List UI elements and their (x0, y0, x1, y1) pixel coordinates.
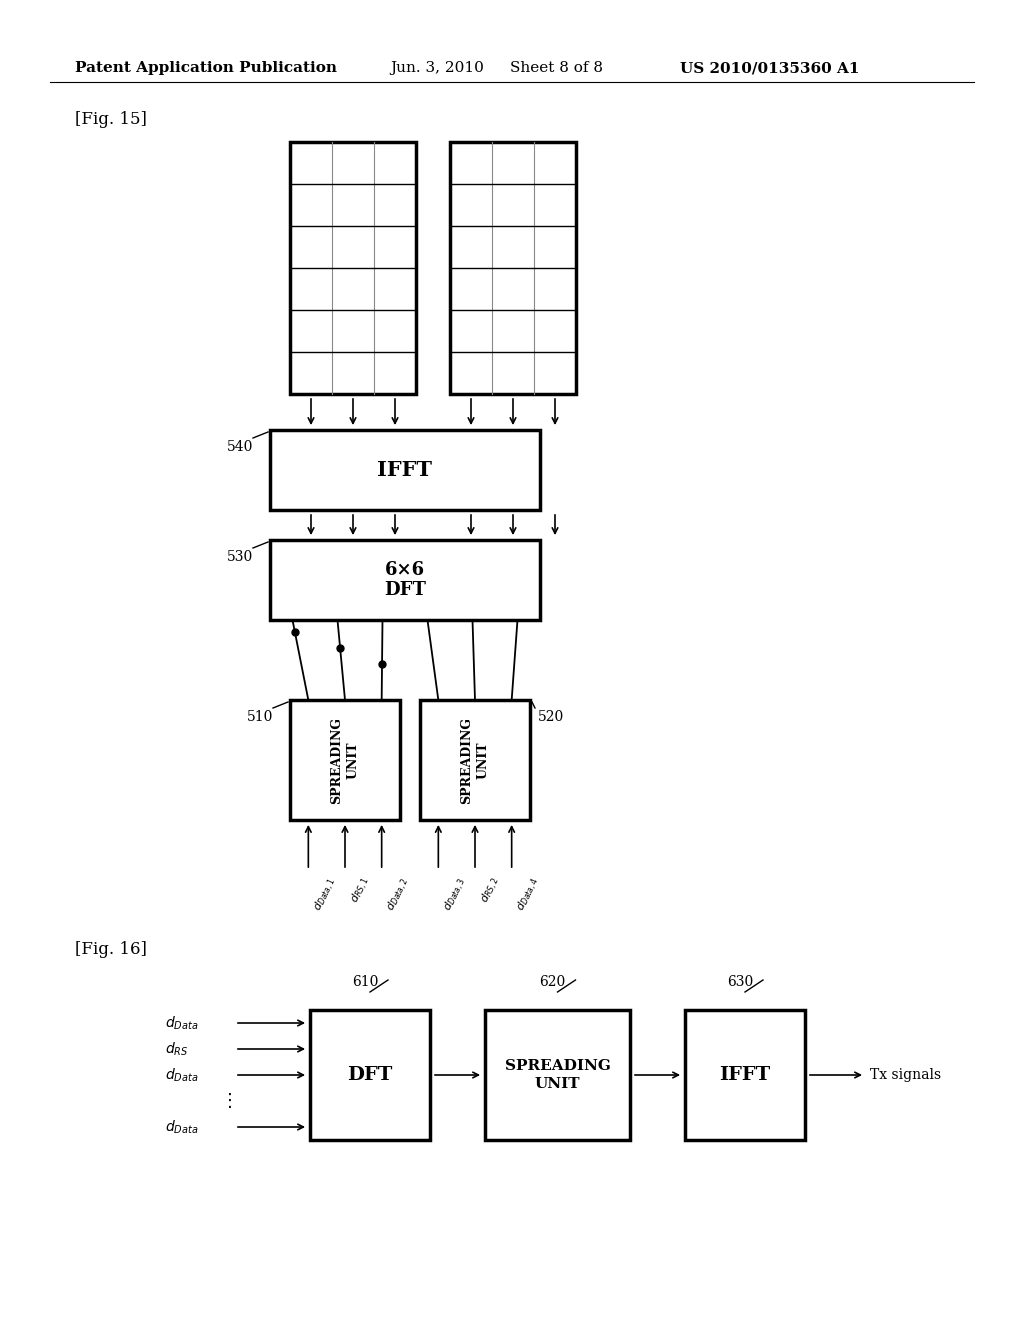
Text: [Fig. 15]: [Fig. 15] (75, 111, 146, 128)
Bar (270, 540, 540, 620)
Text: $d_{Data,1}$: $d_{Data,1}$ (311, 875, 340, 913)
Bar (450, 143, 575, 393)
Text: 630: 630 (727, 975, 753, 989)
Text: $d_{RS,1}$: $d_{RS,1}$ (348, 875, 374, 907)
Text: $d_{RS,2}$: $d_{RS,2}$ (478, 875, 504, 907)
Text: 510: 510 (247, 710, 273, 723)
Text: DFT: DFT (347, 1067, 392, 1084)
Bar (485, 1010, 630, 1140)
Text: 620: 620 (540, 975, 565, 989)
Bar (290, 143, 416, 393)
Text: Patent Application Publication: Patent Application Publication (75, 61, 337, 75)
Bar (290, 700, 400, 820)
Text: 520: 520 (538, 710, 564, 723)
Text: 540: 540 (226, 440, 253, 454)
Text: $d_{Data}$: $d_{Data}$ (165, 1118, 199, 1135)
Text: Sheet 8 of 8: Sheet 8 of 8 (510, 61, 603, 75)
Text: $d_{Data,3}$: $d_{Data,3}$ (441, 875, 470, 913)
Text: Jun. 3, 2010: Jun. 3, 2010 (390, 61, 484, 75)
Text: 6×6
DFT: 6×6 DFT (384, 561, 426, 599)
Text: SPREADING
UNIT: SPREADING UNIT (331, 717, 359, 804)
Bar (685, 1010, 805, 1140)
Text: $d_{Data,4}$: $d_{Data,4}$ (515, 875, 544, 915)
Text: $d_{Data}$: $d_{Data}$ (165, 1067, 199, 1084)
Text: [Fig. 16]: [Fig. 16] (75, 941, 146, 958)
Text: Tx signals: Tx signals (870, 1068, 941, 1082)
Text: IFFT: IFFT (720, 1067, 771, 1084)
Bar (310, 1010, 430, 1140)
Text: $\vdots$: $\vdots$ (220, 1092, 231, 1110)
Bar (270, 430, 540, 510)
Text: 610: 610 (352, 975, 378, 989)
Bar (420, 700, 530, 820)
Text: SPREADING
UNIT: SPREADING UNIT (461, 717, 489, 804)
Text: $d_{RS}$: $d_{RS}$ (165, 1040, 188, 1057)
Text: $d_{Data,2}$: $d_{Data,2}$ (385, 875, 414, 913)
Text: SPREADING
UNIT: SPREADING UNIT (505, 1060, 610, 1090)
Text: 530: 530 (226, 550, 253, 564)
Text: IFFT: IFFT (378, 459, 432, 480)
Text: $d_{Data}$: $d_{Data}$ (165, 1014, 199, 1032)
Text: US 2010/0135360 A1: US 2010/0135360 A1 (680, 61, 859, 75)
